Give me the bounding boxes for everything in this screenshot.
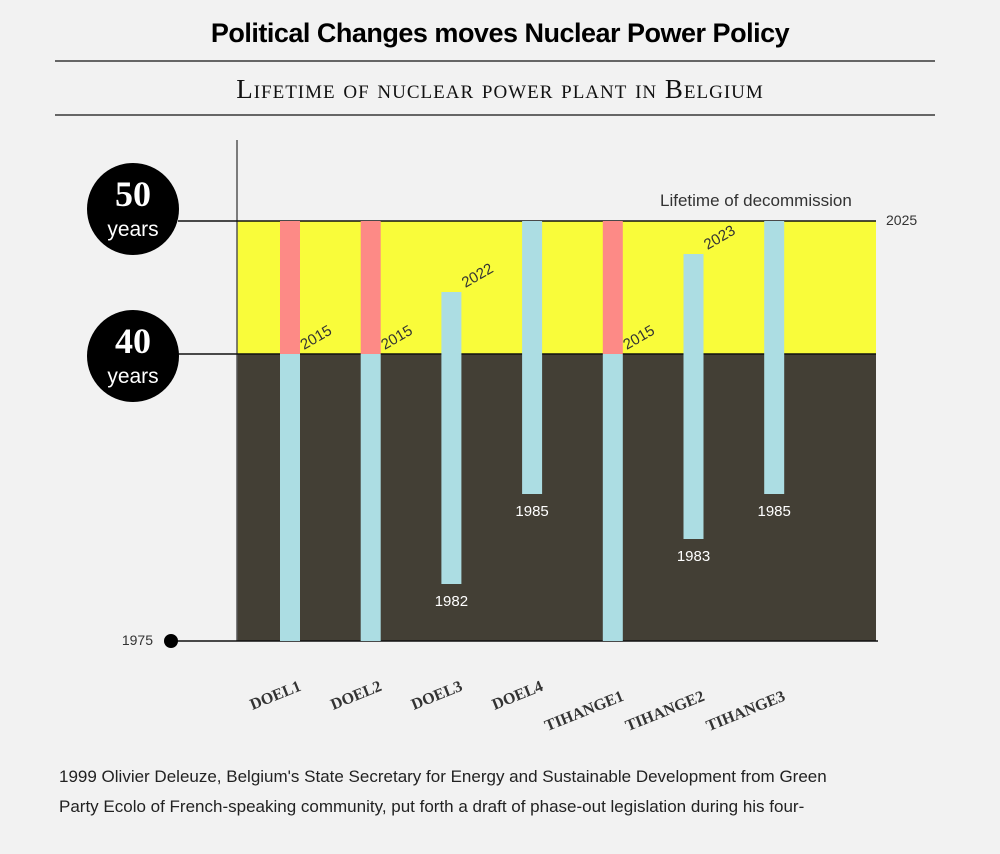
axis-start-dot: [164, 634, 178, 648]
start-year-label-doel3: 1982: [435, 593, 468, 610]
badge-40-years: [87, 310, 179, 402]
bar-extension-doel1: [280, 221, 300, 354]
bar-lifetime-doel2: [360, 354, 381, 641]
category-label-doel1: DOEL1: [248, 678, 304, 714]
title-divider: [55, 60, 935, 62]
category-label-tihange3: TIHANGE3: [704, 688, 788, 735]
bar-lifetime-doel3: [441, 292, 462, 584]
badge-number-40-years: 40: [115, 321, 151, 361]
category-label-doel4: DOEL4: [490, 678, 546, 714]
bar-lifetime-doel4: [522, 221, 543, 494]
paragraph-line-1: 1999 Olivier Deleuze, Belgium's State Se…: [59, 767, 827, 786]
category-label-tihange2: TIHANGE2: [623, 688, 707, 735]
bar-lifetime-tihange1: [602, 354, 623, 641]
description-paragraph: 1999 Olivier Deleuze, Belgium's State Se…: [59, 762, 959, 822]
page-title: Political Changes moves Nuclear Power Po…: [210, 18, 790, 48]
start-year-label-doel4: 1985: [515, 503, 548, 520]
bar-extension-tihange1: [602, 221, 623, 354]
badge-number-50-years: 50: [115, 174, 151, 214]
bar-lifetime-doel1: [280, 354, 300, 641]
axis-start-label: 1975: [122, 632, 153, 648]
badge-unit-40-years: years: [107, 365, 158, 388]
lifetime-chart: Lifetime of decommission 2025 1975 50 years 4…: [87, 140, 917, 735]
category-label-doel2: DOEL2: [328, 678, 384, 714]
bar-lifetime-tihange2: [683, 254, 704, 539]
badge-unit-50-years: years: [107, 218, 158, 241]
paragraph-line-2: Party Ecolo of French-speaking community…: [59, 797, 805, 816]
category-label-doel3: DOEL3: [409, 678, 465, 714]
chart-subtitle: Lifetime of nuclear power plant in Belgi…: [236, 74, 764, 104]
start-year-label-tihange3: 1985: [758, 503, 791, 520]
decommission-label: Lifetime of decommission: [660, 191, 852, 210]
top-year-label: 2025: [886, 212, 917, 228]
bar-extension-doel2: [360, 221, 381, 354]
start-year-label-tihange2: 1983: [677, 548, 710, 565]
badge-50-years: [87, 163, 179, 255]
category-label-tihange1: TIHANGE1: [542, 688, 626, 735]
bar-lifetime-tihange3: [764, 221, 785, 494]
subtitle-divider: [55, 114, 935, 116]
